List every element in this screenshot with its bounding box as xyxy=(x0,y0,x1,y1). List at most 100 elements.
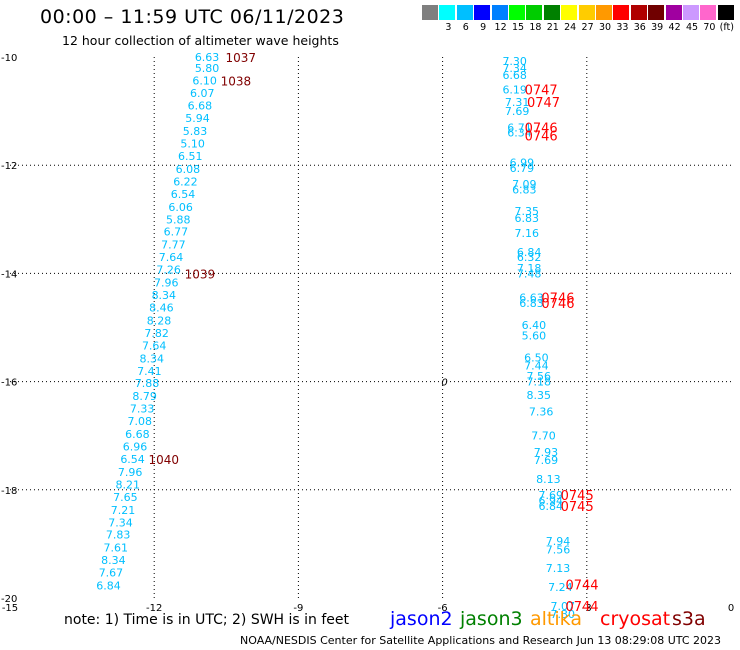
color-swatch xyxy=(509,5,525,20)
swh-value-label: 7.16 xyxy=(514,227,539,240)
swh-value-label: 6.19 xyxy=(502,83,527,96)
swh-value-label: 7.34 xyxy=(108,516,133,529)
swh-value-label: 7.69 xyxy=(505,105,530,118)
y-tick-label: -18 xyxy=(1,486,17,497)
swh-value-label: 5.80 xyxy=(195,62,220,75)
swh-value-label: 8.35 xyxy=(526,389,551,402)
color-swatch-label: 39 xyxy=(651,22,664,33)
x-tick-label: 0 xyxy=(728,603,734,614)
swh-value-label: 8.79 xyxy=(132,390,157,403)
color-swatch-label: 30 xyxy=(598,22,612,33)
swh-value-label: 6.06 xyxy=(168,201,193,214)
swh-value-label: 6.40 xyxy=(522,319,547,332)
swh-value-label: 7.30 xyxy=(502,55,527,68)
swh-value-label: 8.34 xyxy=(140,352,165,365)
color-swatch-label: 24 xyxy=(564,22,577,33)
color-swatch-label: 36 xyxy=(633,22,646,33)
swh-value-label: 7.44 xyxy=(524,359,549,372)
swh-value-label: 8.28 xyxy=(147,314,172,327)
swh-value-label: 7.93 xyxy=(534,446,559,459)
color-swatch xyxy=(630,5,647,20)
color-swatch-label: 18 xyxy=(529,22,542,33)
footer-text: NOAA/NESDIS Center for Satellite Applica… xyxy=(240,634,722,647)
swh-value-label: 7.83 xyxy=(106,529,131,542)
color-swatch-label: (ft) xyxy=(719,22,734,33)
swh-value-label: 5.88 xyxy=(166,213,191,226)
swh-value-label: 7.30 xyxy=(551,608,576,621)
swh-value-label: 7.36 xyxy=(529,405,554,418)
time-label: 0746 xyxy=(541,297,574,312)
y-tick-label: -16 xyxy=(1,378,17,389)
time-label: 0745 xyxy=(561,500,594,515)
y-tick-label: -20 xyxy=(1,594,17,605)
swh-value-label: 7.56 xyxy=(526,370,551,383)
chart-subtitle: 12 hour collection of altimeter wave hei… xyxy=(62,33,339,48)
satellite-legend-item: s3a xyxy=(672,608,706,630)
time-label: 1037 xyxy=(225,51,256,65)
swh-value-label: 6.54 xyxy=(120,453,145,466)
color-swatch xyxy=(526,5,543,20)
swh-value-label: 7.21 xyxy=(111,504,136,517)
swh-value-label: 6.54 xyxy=(171,188,196,201)
swh-value-label: 6.07 xyxy=(190,87,215,100)
swh-value-label: 6.84 xyxy=(96,580,121,593)
swh-value-label: 8.46 xyxy=(149,301,174,314)
swh-value-label: 6.32 xyxy=(517,251,542,264)
color-swatch xyxy=(578,5,595,20)
swh-value-label: 7.13 xyxy=(546,562,571,575)
x-tick-label: -3 xyxy=(582,603,592,614)
color-swatch xyxy=(543,5,560,20)
swh-value-label: 6.79 xyxy=(510,162,535,175)
swh-value-label: 7.35 xyxy=(514,205,539,218)
swh-value-label: 7.31 xyxy=(505,96,530,109)
time-label: 0746 xyxy=(541,292,574,307)
swh-value-label: 5.83 xyxy=(183,125,208,138)
swh-value-label: 7.64 xyxy=(159,251,184,264)
swh-value-label: 6.63 xyxy=(519,292,544,305)
color-swatch xyxy=(491,5,508,20)
swh-value-label: 7.18 xyxy=(526,376,551,389)
time-label: 0747 xyxy=(527,96,560,111)
time-label: 0746 xyxy=(525,129,558,144)
color-swatch-label: 42 xyxy=(668,22,681,33)
swh-value-label: 7.24 xyxy=(548,581,573,594)
swh-value-label: 7.96 xyxy=(154,277,179,290)
swh-value-label: 6.77 xyxy=(164,226,189,239)
swh-value-label: 6.22 xyxy=(173,175,198,188)
y-tick-label: -12 xyxy=(1,161,17,172)
x-tick-label: -15 xyxy=(2,603,18,614)
color-swatch-label: 9 xyxy=(480,22,487,33)
color-swatch xyxy=(422,5,438,20)
swh-value-label: 6.50 xyxy=(524,351,549,364)
swh-value-label: 7.94 xyxy=(546,535,571,548)
color-swatch-label: 3 xyxy=(445,22,452,33)
swh-value-label: 7.67 xyxy=(99,567,124,580)
color-swatch xyxy=(596,5,612,20)
color-swatch-label: 21 xyxy=(546,22,559,33)
swh-value-label: 7.61 xyxy=(103,542,128,555)
satellite-legend-item: jason2 xyxy=(390,608,453,630)
swh-value-label: 7.18 xyxy=(517,262,542,275)
color-swatch-label: 6 xyxy=(462,22,469,33)
swh-value-label: 6.10 xyxy=(192,74,217,87)
time-label: 1039 xyxy=(185,267,216,281)
time-label: 0745 xyxy=(561,489,594,504)
swh-value-label: 6.63 xyxy=(195,51,220,64)
color-swatch xyxy=(474,5,491,20)
swh-value-label: 6.96 xyxy=(123,441,148,454)
swh-value-label: 6.34 xyxy=(507,127,532,140)
swh-value-label: 6.68 xyxy=(188,100,213,113)
swh-value-label: 5.94 xyxy=(185,112,210,125)
color-swatch xyxy=(700,5,717,20)
swh-value-label: 8.13 xyxy=(536,473,561,486)
color-swatch-label: 33 xyxy=(616,22,629,33)
swh-value-label: 7.82 xyxy=(144,327,169,340)
time-label: 1038 xyxy=(221,74,252,88)
swh-value-label: 7.64 xyxy=(142,339,167,352)
swh-value-label: 8.21 xyxy=(116,478,141,491)
time-label: 0746 xyxy=(525,121,558,136)
color-swatch xyxy=(439,5,456,20)
y-tick-label: -14 xyxy=(1,269,17,280)
swh-value-label: 6.84 xyxy=(517,246,542,259)
